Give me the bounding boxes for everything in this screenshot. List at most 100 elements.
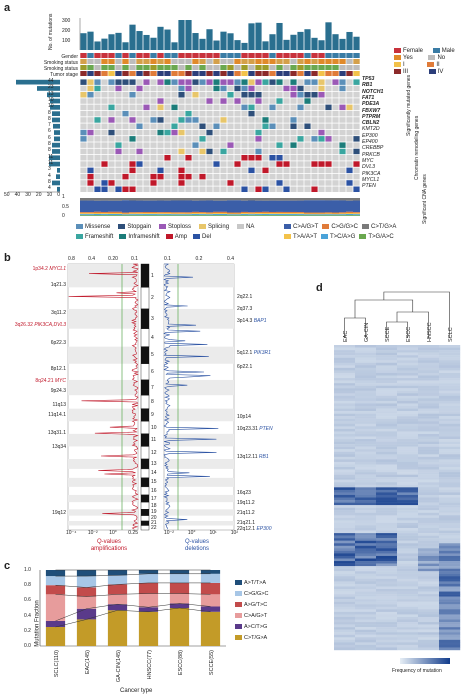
mutation-count-bar <box>150 37 157 50</box>
oncoprint-cell <box>290 92 297 98</box>
heatmap-cell <box>439 474 461 478</box>
oncoprint-cell <box>171 136 178 142</box>
chromosome-label: 8 <box>151 398 154 405</box>
heatmap-cell <box>397 578 419 582</box>
clinical-cell <box>241 59 248 64</box>
heatmap-cell <box>397 520 419 524</box>
oncoprint-cell <box>178 79 185 85</box>
clinical-cell <box>283 71 290 76</box>
oncoprint-cell <box>255 79 262 85</box>
oncoprint-cell <box>220 117 227 123</box>
heatmap-cell <box>418 563 440 567</box>
heatmap-cell <box>397 489 419 493</box>
clinical-cell <box>318 71 325 76</box>
oncoprint-cell <box>262 167 269 174</box>
chromosome-band <box>164 494 234 503</box>
substitution-fraction-segment <box>94 200 101 212</box>
heatmap-cell <box>397 616 419 620</box>
oncoprint-cell <box>80 173 87 180</box>
heatmap-cell <box>397 357 419 361</box>
heatmap-cell <box>376 497 398 501</box>
substitution-fraction-segment <box>346 215 353 216</box>
substitution-fraction-segment <box>199 212 206 214</box>
substitution-fraction-segment <box>339 198 346 201</box>
oncoprint-cell <box>283 161 290 167</box>
heatmap-cell <box>376 500 398 503</box>
oncoprint-cell <box>283 186 290 192</box>
substitution-fraction-segment <box>108 215 115 216</box>
del-peak-label: 21q11.2 <box>237 510 255 516</box>
clinical-cell <box>346 71 353 76</box>
oncoprint-cell <box>325 167 332 174</box>
oncoprint-cell <box>262 180 269 186</box>
heatmap-cell <box>334 520 356 524</box>
oncoprint-cell <box>157 186 164 192</box>
heatmap-cell <box>418 644 440 648</box>
heatmap-cell <box>439 477 461 480</box>
gene-frequency-bar <box>52 180 60 186</box>
heatmap-cell <box>355 555 377 559</box>
heatmap-cell <box>397 474 419 478</box>
oncoprint-cell <box>122 92 129 98</box>
substitution-fraction-segment <box>143 214 150 216</box>
clinical-cell <box>297 59 304 64</box>
clinical-cell <box>248 65 255 70</box>
heatmap-cell <box>334 388 356 391</box>
oncoprint-cell <box>192 98 199 104</box>
oncoprint-cell <box>101 123 108 129</box>
oncoprint-cell <box>80 180 87 186</box>
stacked-bar-segment <box>107 594 128 605</box>
gene-name: TP53 <box>362 76 375 82</box>
c-ytick: 0.0 <box>24 643 31 649</box>
stacked-bar-segment <box>138 582 159 594</box>
heatmap-cell <box>376 489 398 493</box>
mutation-count-bar <box>325 22 332 50</box>
oncoprint-cell <box>255 92 262 98</box>
heatmap-cell <box>418 345 440 348</box>
oncoprint-cell <box>276 155 283 161</box>
oncoprint-cell <box>213 186 220 192</box>
oncoprint-cell <box>101 180 108 186</box>
chromosome-label: 12 <box>151 449 157 456</box>
substitution-fraction-segment <box>80 198 87 201</box>
panel-c-ylabel: Mutation Fraction <box>34 600 41 647</box>
substitution-fraction-segment <box>87 215 94 216</box>
heatmap-cell <box>376 406 398 409</box>
heatmap-cell <box>439 634 461 638</box>
heatmap-cell <box>418 428 440 432</box>
oncoprint-cell <box>290 142 297 148</box>
oncoprint-cell <box>297 148 304 155</box>
heatmap-cell <box>439 563 461 567</box>
amp-peak-label: 13q34 <box>52 444 66 450</box>
clinical-cell <box>318 65 325 70</box>
heatmap-cell <box>376 540 398 544</box>
oncoprint-cell <box>262 85 269 92</box>
heatmap-cell <box>439 484 461 488</box>
heatmap-cell <box>397 517 419 521</box>
oncoprint-cell <box>157 167 164 174</box>
heatmap-cell <box>439 497 461 501</box>
heatmap-cell <box>355 525 377 529</box>
heatmap-cell <box>334 502 356 506</box>
oncoprint-cell <box>206 110 213 117</box>
fraction-tick: 1 <box>62 194 65 200</box>
oncoprint-cell <box>220 186 227 192</box>
oncoprint-cell <box>269 110 276 117</box>
heatmap-cell <box>439 589 461 592</box>
oncoprint-cell <box>94 110 101 117</box>
oncoprint-cell <box>332 155 339 161</box>
substitution-fraction-segment <box>346 200 353 212</box>
oncoprint-cell <box>290 155 297 161</box>
oncoprint-cell <box>192 180 199 186</box>
oncoprint-cell <box>304 123 311 129</box>
oncoprint-cell <box>311 173 318 180</box>
heatmap-cell <box>334 614 356 618</box>
clinical-cell <box>206 59 213 64</box>
oncoprint-cell <box>199 129 206 136</box>
oncoprint-cell <box>143 98 150 104</box>
heatmap-cell <box>334 606 356 610</box>
clinical-cell <box>185 65 192 70</box>
heatmap-cell <box>355 383 377 386</box>
substitution-fraction-segment <box>115 198 122 201</box>
oncoprint-cell <box>157 142 164 148</box>
